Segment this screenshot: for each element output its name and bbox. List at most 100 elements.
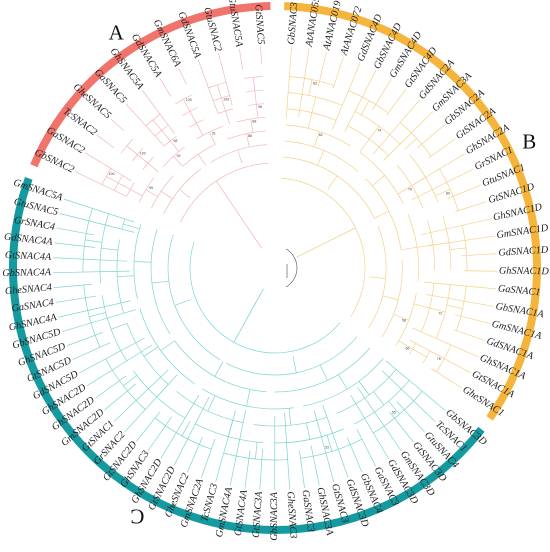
branch-line [358,381,370,396]
branch-line [53,257,128,262]
branch-arc [435,284,451,339]
leaf-labels: GbSNAC2GaSNAC2TcSNAC2GheSNAC5GaSNAC5GhSN… [2,0,549,541]
branch-line [201,438,216,478]
leaf-label: GbSNAC4A [2,267,52,279]
bootstrap-value: 76 [437,357,441,361]
branch-line [255,442,258,460]
branch-line [225,110,230,125]
branch-line [58,300,131,318]
branch-line [89,312,106,318]
branch-line [53,270,131,274]
branch-line [130,189,143,197]
branch-line [372,78,392,110]
branch-arc [289,76,335,86]
branch-line [56,227,95,236]
bootstrap-value: 95 [149,186,153,190]
branch-line [446,304,463,309]
branch-line [285,46,292,119]
branch-line [183,99,191,112]
branch-line [424,281,497,290]
branch-line [96,134,115,149]
branch-line [95,375,127,399]
bootstrap-value: 100 [223,98,229,102]
branch-line [374,210,390,219]
bootstrap-value: 55 [392,411,396,415]
leaf-label: GdSNAC1D [498,245,549,259]
branch-line [161,130,171,142]
branch-line [246,133,250,148]
branch-line [382,295,399,301]
branch-line [156,384,169,398]
branch-arc [409,343,417,355]
branch-line [393,313,409,321]
branch-arc [167,234,221,361]
clade-label-b: B [522,129,536,153]
branch-line [307,112,313,129]
branch-line [160,190,173,200]
branch-arc [126,182,135,197]
branch-line [114,369,169,422]
branch-line [66,332,103,347]
branch-line [137,154,149,164]
branch-line [368,125,380,140]
branch-arc [114,175,123,191]
branch-line [350,394,389,459]
branch-arc [138,177,155,203]
branch-line [256,104,259,119]
branch-arc [436,344,452,372]
branch-line [207,395,216,412]
branch-line [118,182,131,190]
branch-line [299,450,305,489]
branch-line [284,412,291,490]
branch-line [134,261,152,263]
clade-stem [215,180,262,249]
branch-line [429,350,445,359]
branch-line [101,247,119,251]
branch-line [238,48,244,70]
branch-line [372,99,421,155]
branch-arc [281,177,366,317]
branch-line [174,299,191,306]
branch-line [306,422,311,440]
clade-stem [296,227,356,258]
root-arc [285,248,298,288]
branch-arc [348,90,389,114]
branch-line [151,280,169,284]
branch-line [126,145,138,155]
bootstrap-value: 100 [109,172,115,176]
branch-line [145,189,158,198]
leaf-label: GtSNAC3A [251,490,265,538]
leaf-label: GmSNAC1D [496,223,550,241]
branch-line [288,408,292,426]
bootstrap-value: 91 [212,131,216,135]
branch-line [260,46,263,65]
branch-line [74,171,127,197]
branch-line [460,253,497,257]
branch-line [227,420,234,437]
branch-line [136,411,161,442]
tree-branches [53,46,497,491]
clade-arc-a [30,2,271,168]
branch-line [431,368,462,389]
branch-line [373,391,385,406]
clade-label-a: A [109,21,125,45]
branch-line [400,246,418,251]
branch-line [218,53,233,106]
branch-line [338,374,348,390]
branch-line [123,223,140,230]
branch-arc [336,369,397,414]
branch-line [388,400,400,415]
bootstrap-value: 88 [252,119,256,123]
branch-line [308,79,313,96]
branch-line [332,62,361,130]
branch-arc [105,358,146,410]
branch-line [79,337,145,374]
branch-line [104,383,137,411]
branch-line [397,185,412,195]
branch-line [327,175,338,190]
branch-arc [154,124,169,137]
branch-line [411,168,474,201]
branch-line [386,88,407,116]
branch-line [360,100,370,115]
branch-line [159,78,172,97]
